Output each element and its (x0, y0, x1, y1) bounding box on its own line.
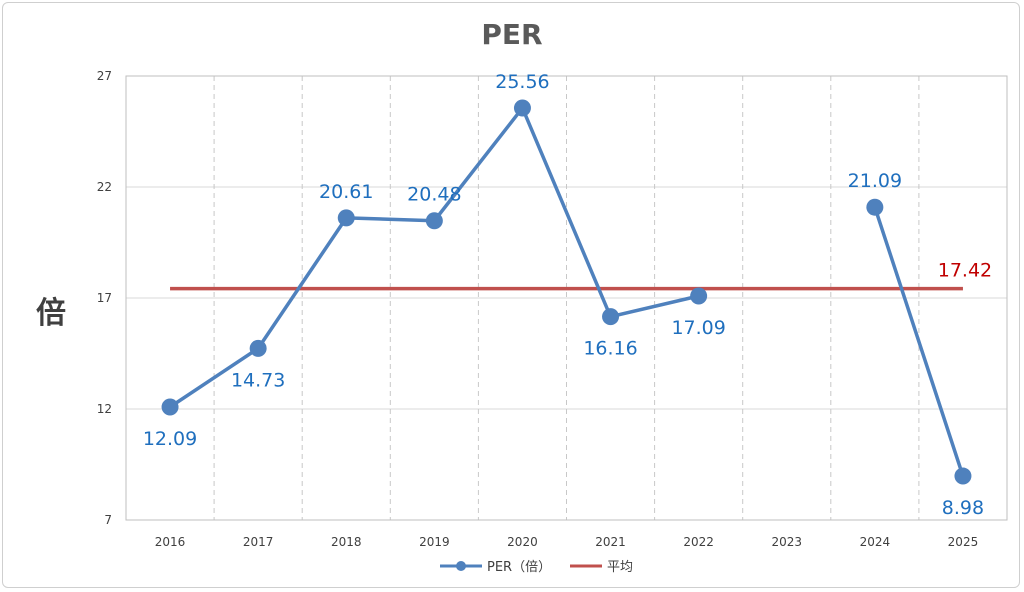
average-data-label: 17.42 (938, 260, 992, 282)
plot-area (125, 75, 1008, 521)
y-tick-label: 27 (97, 69, 112, 83)
x-tick-label: 2025 (948, 535, 979, 549)
per-data-point (425, 212, 443, 230)
x-tick-label: 2016 (155, 535, 186, 549)
y-tick-label: 22 (97, 180, 112, 194)
x-tick-label: 2023 (771, 535, 802, 549)
y-tick-label: 12 (97, 402, 112, 416)
y-tick-label: 7 (104, 513, 112, 527)
legend-per-marker (456, 561, 466, 571)
per-data-label: 21.09 (848, 170, 902, 192)
x-tick-label: 2021 (595, 535, 626, 549)
legend-average-label: 平均 (607, 560, 633, 575)
y-axis-label: 倍 (36, 296, 66, 331)
per-line-segment (873, 206, 965, 477)
chart-title: PER (481, 18, 543, 51)
per-data-label: 16.16 (583, 338, 637, 360)
x-tick-label: 2017 (243, 535, 274, 549)
per-data-label: 25.56 (495, 71, 549, 93)
x-axis-ticks: 2016 2017 2018 2019 2020 2021 2022 2023 2024 2025 (155, 535, 978, 549)
per-series: 12.09 14.73 20.61 20.48 25.56 16.16 17.09 21.09… (143, 71, 984, 519)
x-tick-label: 2024 (860, 535, 891, 549)
x-tick-label: 2018 (331, 535, 362, 549)
per-data-point (337, 209, 355, 227)
x-tick-label: 2020 (507, 535, 538, 549)
per-data-label: 20.61 (319, 181, 373, 203)
legend-per-label: PER（倍） (487, 560, 551, 575)
per-data-point (513, 99, 531, 117)
per-data-label: 20.48 (407, 184, 461, 206)
per-data-point (866, 198, 884, 216)
legend: PER（倍） 平均 (440, 560, 633, 575)
per-data-point (161, 398, 179, 416)
y-tick-label: 17 (97, 291, 112, 305)
per-data-label: 14.73 (231, 369, 285, 391)
y-axis-ticks: 27 22 17 12 7 (97, 69, 112, 527)
per-data-label: 17.09 (671, 317, 725, 339)
per-data-label: 12.09 (143, 428, 197, 450)
per-data-point (954, 467, 972, 485)
grid (126, 75, 1007, 521)
x-tick-label: 2019 (419, 535, 450, 549)
per-data-point (690, 287, 708, 305)
per-data-point (602, 308, 620, 326)
per-data-point (249, 339, 267, 357)
per-data-label: 8.98 (942, 497, 984, 519)
average-series: 17.42 (170, 260, 992, 291)
per-line-segment (169, 106, 700, 409)
x-tick-label: 2022 (683, 535, 714, 549)
